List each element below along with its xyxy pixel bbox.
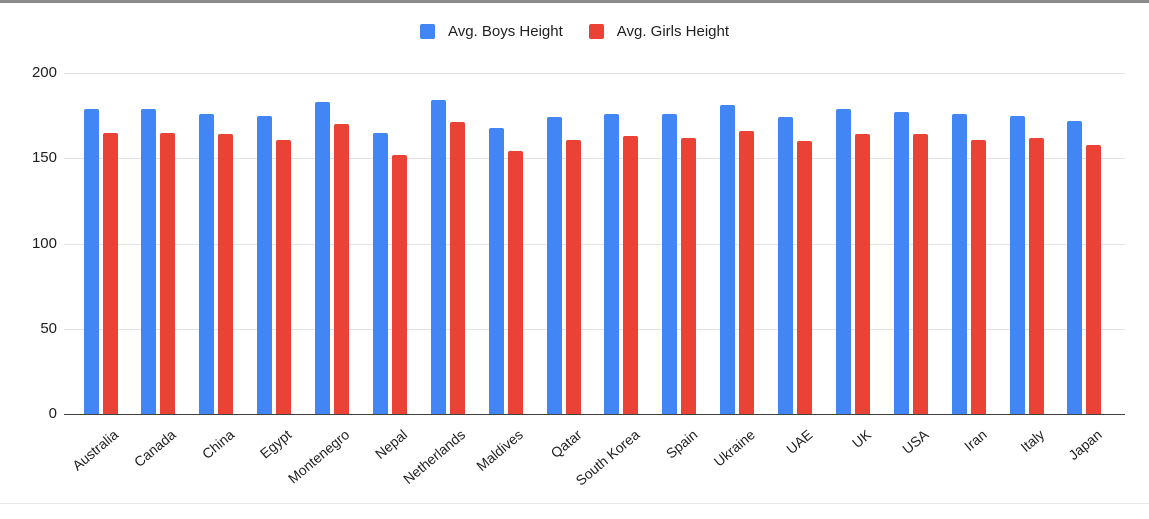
bar-avg-girls-height-ukraine[interactable] (739, 131, 755, 414)
bar-group-australia (83, 73, 118, 414)
bar-avg-boys-height-china[interactable] (199, 113, 215, 414)
bar-group-canada (141, 73, 176, 414)
bar-avg-boys-height-maldives[interactable] (488, 127, 504, 414)
x-axis-label-usa: USA (899, 426, 932, 458)
bar-group-egypt (257, 73, 292, 414)
bar-avg-girls-height-uk[interactable] (854, 134, 870, 414)
bottom-separator-line (0, 503, 1149, 504)
legend-label: Avg. Girls Height (616, 23, 730, 40)
x-axis-label-australia: Australia (69, 426, 122, 474)
y-tick-label-0: 0 (48, 405, 57, 422)
chart-legend: Avg. Boys Height Avg. Girls Height (0, 24, 1149, 39)
gridline-100 (64, 243, 1125, 245)
bar-group-iran (951, 73, 986, 414)
x-axis-label-netherlands: Netherlands (400, 426, 469, 488)
y-tick-label-50: 50 (40, 319, 57, 337)
bar-avg-girls-height-maldives[interactable] (507, 151, 523, 414)
bar-group-italy (1009, 73, 1044, 414)
bar-avg-boys-height-montenegro[interactable] (315, 102, 331, 414)
bar-avg-girls-height-canada[interactable] (160, 132, 176, 414)
bar-group-china (199, 73, 234, 414)
bar-avg-boys-height-japan[interactable] (1067, 120, 1083, 414)
y-tick-label-200: 200 (31, 64, 57, 81)
gridline-150 (64, 158, 1125, 160)
bar-group-netherlands (430, 73, 465, 414)
bar-avg-boys-height-egypt[interactable] (257, 115, 273, 414)
top-window-border (0, 0, 1149, 3)
bar-avg-girls-height-spain[interactable] (681, 137, 697, 414)
legend-label: Avg. Boys Height (447, 23, 563, 40)
x-axis-label-italy: Italy (1017, 426, 1048, 456)
x-axis-label-nepal: Nepal (372, 426, 411, 463)
gridline-200 (64, 73, 1125, 74)
bar-group-ukraine (720, 73, 755, 414)
bar-avg-boys-height-ukraine[interactable] (720, 105, 736, 414)
bar-avg-boys-height-nepal[interactable] (372, 132, 388, 414)
bar-avg-boys-height-iran[interactable] (951, 113, 967, 414)
bar-group-uk (835, 73, 870, 414)
bar-avg-boys-height-uae[interactable] (778, 117, 794, 414)
x-axis-label-iran: Iran (960, 426, 990, 454)
bar-avg-girls-height-uae[interactable] (797, 141, 813, 414)
x-axis-label-spain: Spain (662, 426, 700, 462)
bar-group-montenegro (315, 73, 350, 414)
bar-avg-girls-height-montenegro[interactable] (334, 124, 350, 414)
bar-avg-girls-height-italy[interactable] (1028, 137, 1044, 414)
bar-avg-boys-height-usa[interactable] (893, 112, 909, 414)
x-axis-label-qatar: Qatar (547, 426, 585, 461)
bar-avg-boys-height-uk[interactable] (835, 108, 851, 414)
bar-avg-girls-height-china[interactable] (218, 134, 234, 414)
y-tick-label-100: 100 (31, 234, 57, 252)
x-axis-label-canada: Canada (131, 426, 180, 471)
bar-avg-girls-height-usa[interactable] (912, 134, 928, 414)
bar-group-south-korea (604, 73, 639, 414)
bar-avg-girls-height-iran[interactable] (970, 139, 986, 414)
x-axis-label-ukraine: Ukraine (710, 426, 758, 470)
bar-avg-girls-height-australia[interactable] (102, 132, 118, 414)
bar-avg-boys-height-australia[interactable] (83, 108, 99, 414)
x-axis-label-japan: Japan (1065, 426, 1106, 464)
gridline-50 (64, 328, 1125, 330)
y-tick-label-150: 150 (31, 149, 57, 167)
legend-swatch-icon (588, 24, 604, 39)
x-axis-label-maldives: Maldives (473, 426, 527, 475)
x-axis-label-montenegro: Montenegro (285, 426, 353, 487)
bar-avg-boys-height-south-korea[interactable] (604, 113, 620, 414)
bar-avg-girls-height-nepal[interactable] (391, 154, 407, 414)
x-axis-label-china: China (198, 426, 237, 463)
bar-group-usa (893, 73, 928, 414)
bar-avg-boys-height-netherlands[interactable] (430, 100, 446, 414)
legend-item-avg-girls-height[interactable]: Avg. Girls Height (588, 23, 730, 40)
bar-group-uae (778, 73, 813, 414)
bar-avg-boys-height-canada[interactable] (141, 108, 157, 414)
legend-swatch-icon (419, 24, 435, 39)
bar-avg-girls-height-qatar[interactable] (565, 139, 581, 414)
bar-avg-boys-height-qatar[interactable] (546, 117, 562, 414)
bar-avg-girls-height-netherlands[interactable] (449, 122, 465, 414)
legend-item-avg-boys-height[interactable]: Avg. Boys Height (419, 23, 563, 40)
x-axis-label-uk: UK (848, 426, 874, 451)
x-axis-label-egypt: Egypt (257, 426, 295, 462)
bar-group-maldives (488, 73, 523, 414)
bar-group-nepal (372, 73, 407, 414)
bar-avg-boys-height-spain[interactable] (662, 113, 678, 414)
x-axis-line (64, 414, 1125, 415)
bar-group-japan (1067, 73, 1102, 414)
x-axis-label-uae: UAE (783, 426, 816, 458)
bar-avg-boys-height-italy[interactable] (1009, 115, 1025, 414)
bar-group-qatar (546, 73, 581, 414)
bar-avg-girls-height-japan[interactable] (1086, 144, 1102, 414)
bar-group-spain (662, 73, 697, 414)
bar-avg-girls-height-south-korea[interactable] (623, 136, 639, 414)
bar-avg-girls-height-egypt[interactable] (276, 139, 292, 414)
